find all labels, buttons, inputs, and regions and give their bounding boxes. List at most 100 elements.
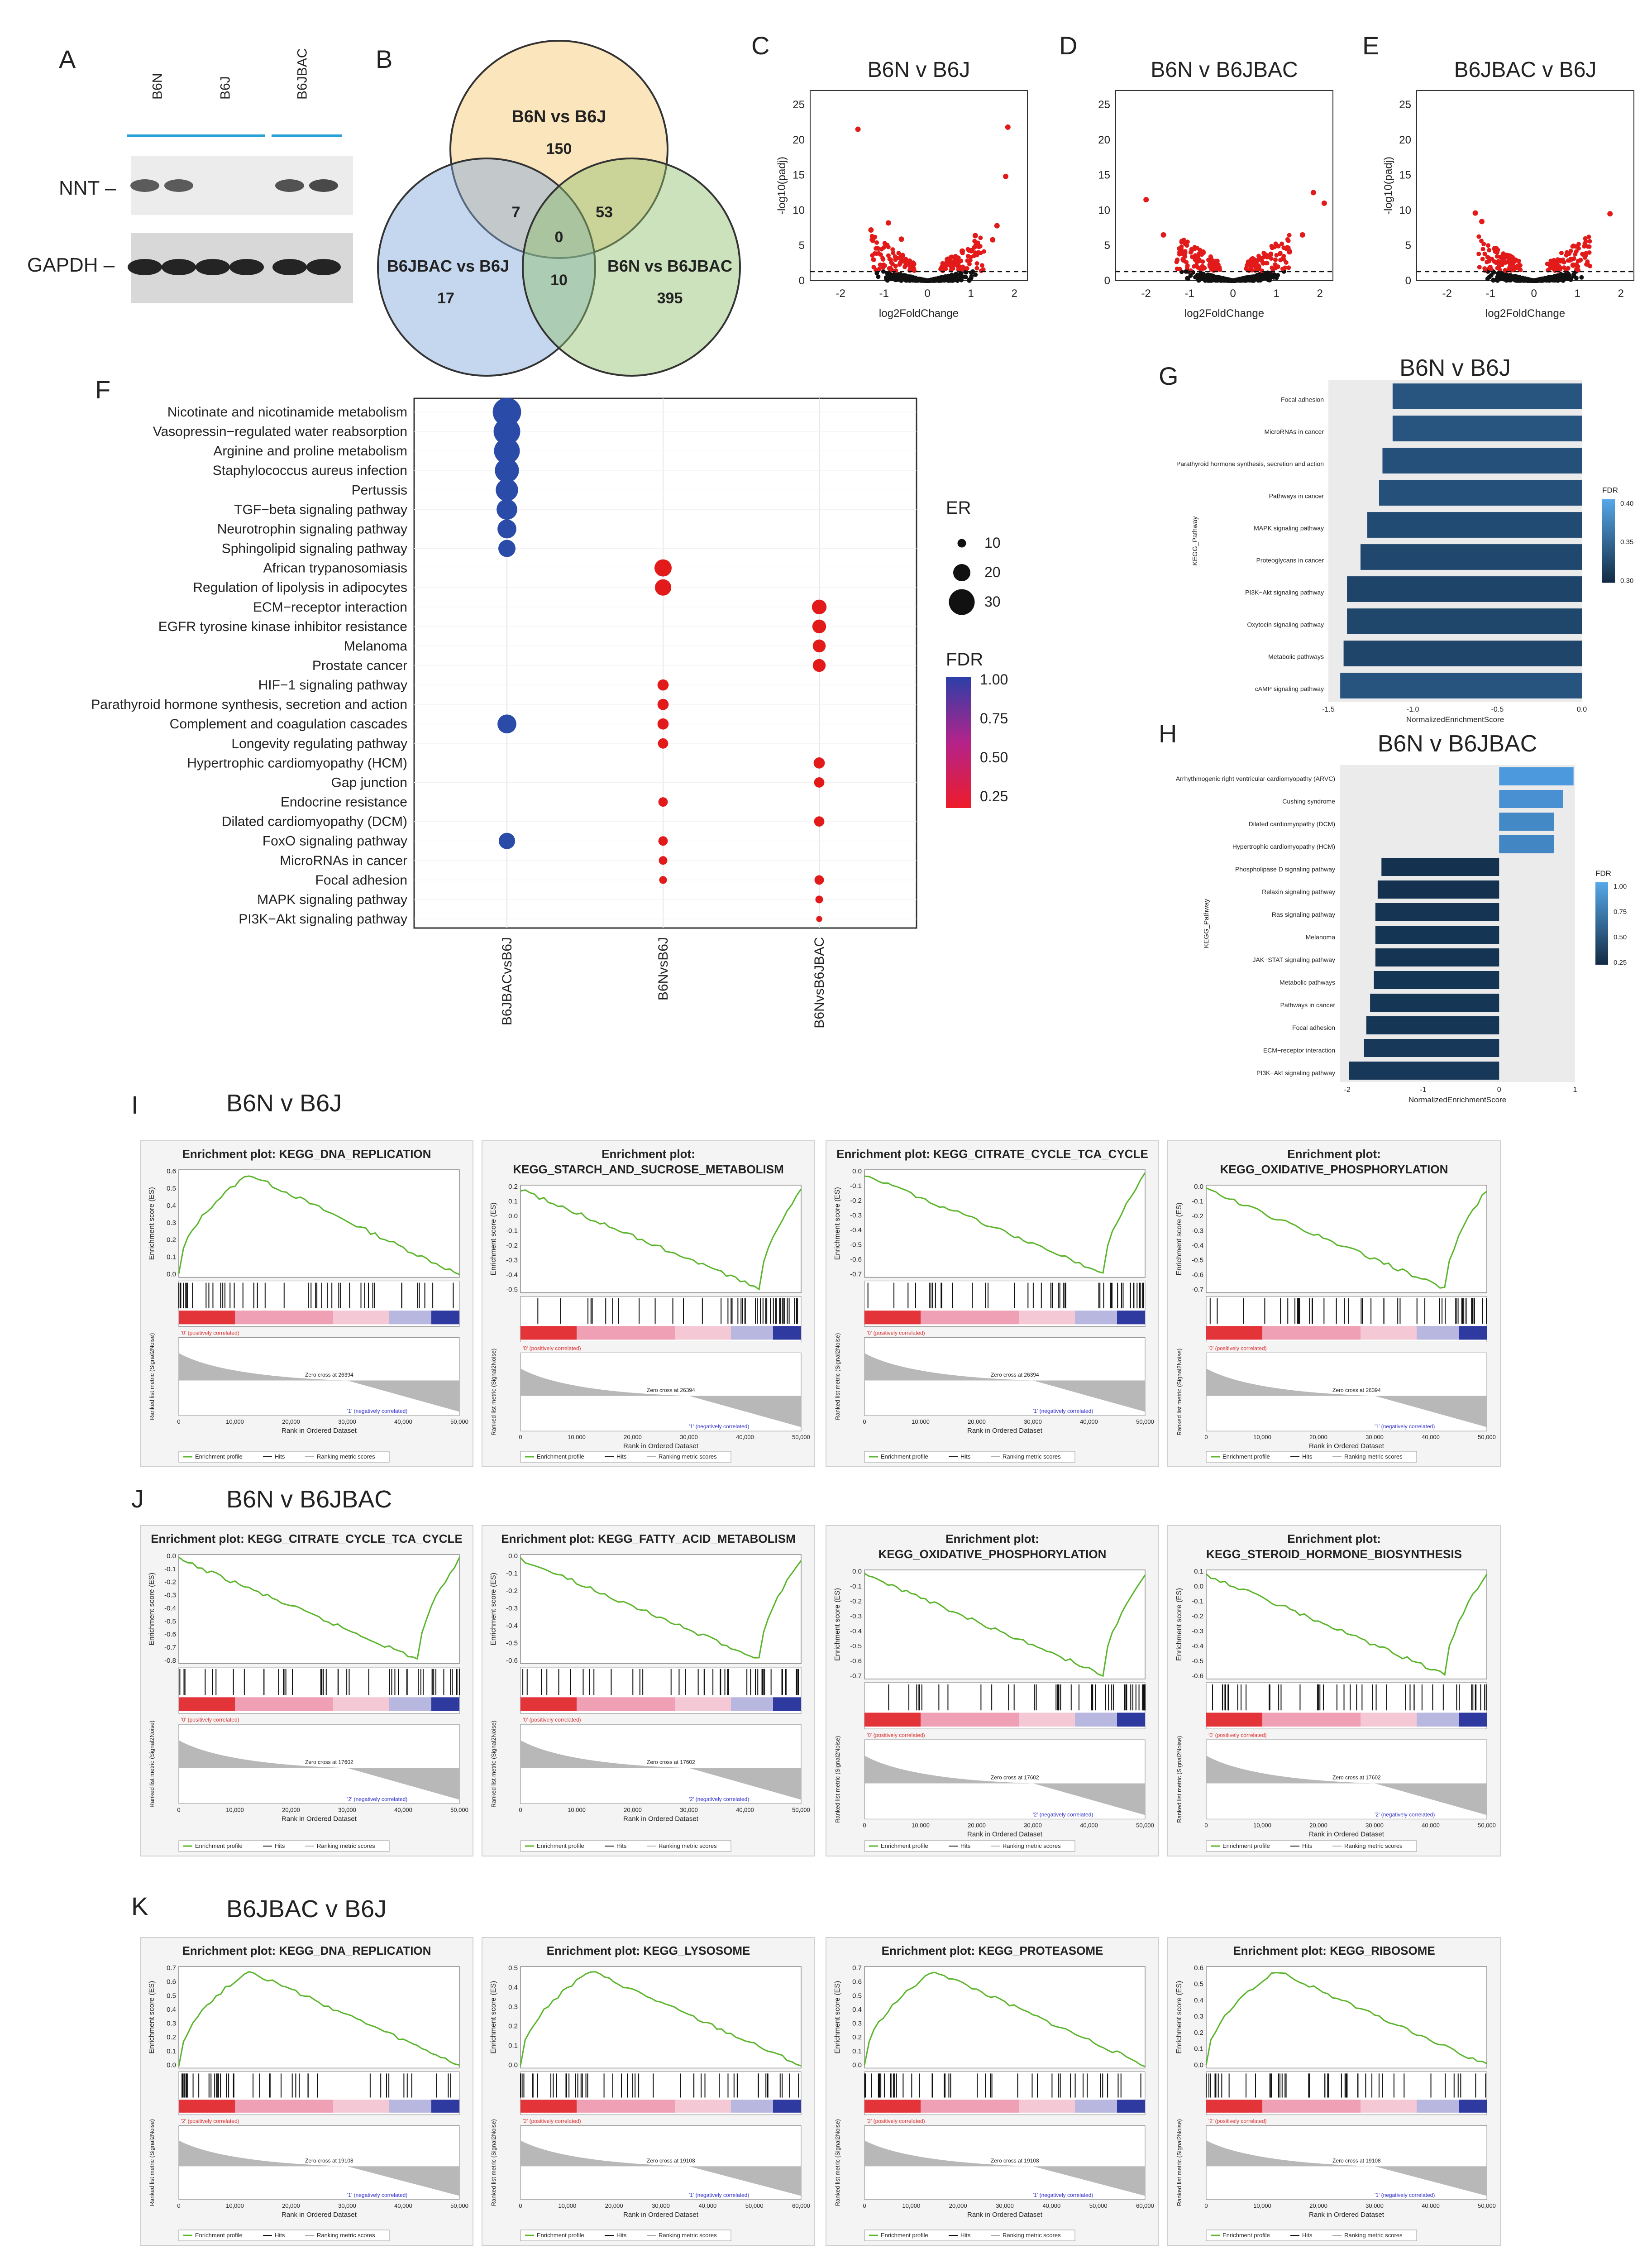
gsea-pos-label: '2' (positively correlated): [523, 2118, 581, 2124]
volcano-point-ns: [1549, 275, 1554, 280]
volcano-plot: B6JBAC v B6J-2 -1 0 1 20510152025log2FoldCha…: [1382, 58, 1634, 320]
gsea-es-label: Enrichment score (ES): [490, 1981, 497, 2054]
volcano-point-sig: [1143, 197, 1149, 203]
gsea-enrichment-curve: [864, 1573, 1146, 1677]
volcano-point-sig: [1252, 257, 1257, 262]
volcano-point-sig: [1472, 210, 1478, 216]
gsea-zero-cross: Zero cross at 19108: [991, 2158, 1039, 2164]
volcano-point-ns: [1251, 278, 1256, 283]
gsea-xtick: 10,000: [1253, 1822, 1271, 1828]
volcano-point-ns: [1561, 277, 1566, 282]
volcano-point-ns: [1205, 272, 1210, 277]
dotplot-legend-color-tick: 1.00: [980, 671, 1008, 688]
gsea-title: KEGG_STEROID_HORMONE_BIOSYNTHESIS: [1206, 1547, 1462, 1561]
gsea-rank-colorbar: [1075, 1311, 1117, 1325]
volcano-point-ns: [913, 275, 918, 280]
gsea-legend-box: [520, 2230, 731, 2241]
gsea-zero-cross: Zero cross at 19108: [647, 2158, 695, 2164]
gsea-xtick: 10,000: [902, 2202, 920, 2209]
volcano-point-sig: [855, 126, 861, 132]
gsea-xlabel: Rank in Ordered Dataset: [282, 1815, 357, 1823]
volcano-point-sig: [1583, 254, 1588, 258]
nes-xtick: -1.5: [1322, 706, 1335, 713]
dotplot-pathway-label: Sphingolipid signaling pathway: [222, 541, 407, 556]
nes-xtick: -0.5: [1491, 706, 1504, 713]
dotplot-legend-color-tick: 0.25: [980, 788, 1008, 804]
dotplot-group-label: B6NvsB6J: [656, 937, 671, 1000]
gsea-es-ytick: 0.3: [852, 2020, 862, 2028]
gsea-es-ytick: 0.5: [167, 1992, 176, 2000]
gsea-title: Enrichment plot: KEGG_PROTEASOME: [882, 1944, 1103, 1957]
gsea-legend-box: [1206, 2230, 1417, 2241]
gsea-plot: Enrichment plot: KEGG_DNA_REPLICATION 0.7…: [140, 1937, 473, 2246]
dotplot-legend-size-label: 20: [984, 564, 1001, 580]
nes-category-label: Hypertrophic cardiomyopathy (HCM): [1232, 843, 1335, 850]
volcano-frame: [810, 90, 1028, 281]
volcano-point-ns: [1253, 274, 1258, 279]
volcano-point-sig: [1587, 244, 1592, 249]
gsea-xtick: 30,000: [1366, 1822, 1384, 1828]
panel-letter-K: K: [131, 1892, 148, 1920]
venn-count: 0: [555, 229, 563, 246]
volcano-point-sig: [1566, 258, 1571, 263]
dotplot-pathway-label: FoxO signaling pathway: [263, 834, 407, 849]
venn-label-b6jbac-b6j: B6JBAC vs B6J: [387, 257, 509, 275]
nes-category-label: cAMP signaling pathway: [1255, 685, 1324, 693]
gsea-rank-colorbar: [1417, 1326, 1459, 1340]
dotplot-pathway-label: Staphylococcus aureus infection: [213, 463, 407, 478]
volcano-point-ns: [1214, 275, 1219, 280]
gsea-rank-colorbar: [235, 1311, 333, 1325]
gsea-xtick: 10,000: [226, 2202, 244, 2209]
gsea-es-ytick: -0.5: [506, 1639, 518, 1647]
gsea-es-label: Enrichment score (ES): [834, 1187, 841, 1260]
dotplot-legend-size-label: 10: [984, 535, 1001, 551]
gsea-es-axes: [864, 1569, 1146, 1679]
gsea-rank-colorbar: [675, 2100, 731, 2113]
gsea-rank-colorbar: [431, 1697, 459, 1711]
gsea-enrichment-curve: [1205, 1972, 1487, 2065]
gsea-es-ytick: -0.4: [164, 1604, 176, 1612]
gsea-rank-colorbar: [1459, 1713, 1487, 1727]
gsea-xlabel: Rank in Ordered Dataset: [1309, 2211, 1385, 2219]
volcano-point-sig: [1310, 190, 1316, 196]
dotplot-pathway-label: Neurotrophin signaling pathway: [217, 521, 407, 536]
gsea-xtick: 50,000: [1136, 1822, 1154, 1828]
volcano-point-sig: [981, 267, 986, 272]
gsea-xtick: 30,000: [680, 1434, 698, 1440]
nes-legend-tick: 0.30: [1620, 577, 1633, 584]
gsea-es-axes: [178, 1966, 460, 2069]
volcano-point-ns: [1239, 277, 1244, 282]
nes-bar: [1499, 767, 1574, 785]
volcano-point-ns: [1535, 277, 1540, 282]
volcano-point-sig: [907, 263, 912, 268]
gsea-xtick: 50,000: [1089, 2202, 1108, 2209]
volcano-point-ns: [883, 275, 888, 280]
volcano-point-ns: [903, 274, 908, 279]
gsea-es-ytick: -0.3: [850, 1612, 862, 1620]
volcano-point-sig: [978, 244, 983, 249]
dotplot-pathway-label: MAPK signaling pathway: [257, 892, 407, 907]
gsea-title: Enrichment plot: KEGG_RIBOSOME: [1233, 1944, 1435, 1957]
volcano-point-sig: [900, 253, 905, 258]
gsea-xtick: 30,000: [996, 2202, 1014, 2209]
nes-category-label: ECM−receptor interaction: [1263, 1047, 1335, 1054]
volcano-point-sig: [953, 262, 958, 267]
nes-category-label: JAK−STAT signaling pathway: [1253, 956, 1336, 963]
gsea-xtick: 0: [519, 1434, 522, 1440]
gsea-metric-area: [179, 2140, 459, 2196]
gsea-legend-label: Enrichment profile: [195, 1453, 243, 1460]
volcano-point-sig: [897, 262, 902, 267]
volcano-point-ns: [1193, 275, 1198, 280]
gsea-enrichment-curve: [520, 1188, 802, 1291]
gsea-group-title: B6N v B6JBAC: [226, 1486, 392, 1513]
gsea-xtick: 50,000: [1478, 2202, 1496, 2209]
gsea-xtick: 40,000: [1422, 1822, 1440, 1828]
panel-letter-H: H: [1159, 719, 1177, 748]
nes-bar: [1367, 512, 1582, 538]
gsea-xtick: 20,000: [624, 1434, 642, 1440]
gsea-xtick: 20,000: [282, 2202, 300, 2209]
venn-count: 53: [596, 204, 613, 221]
gsea-rank-colorbar: [577, 2100, 675, 2113]
panel-letter-J: J: [131, 1484, 144, 1513]
